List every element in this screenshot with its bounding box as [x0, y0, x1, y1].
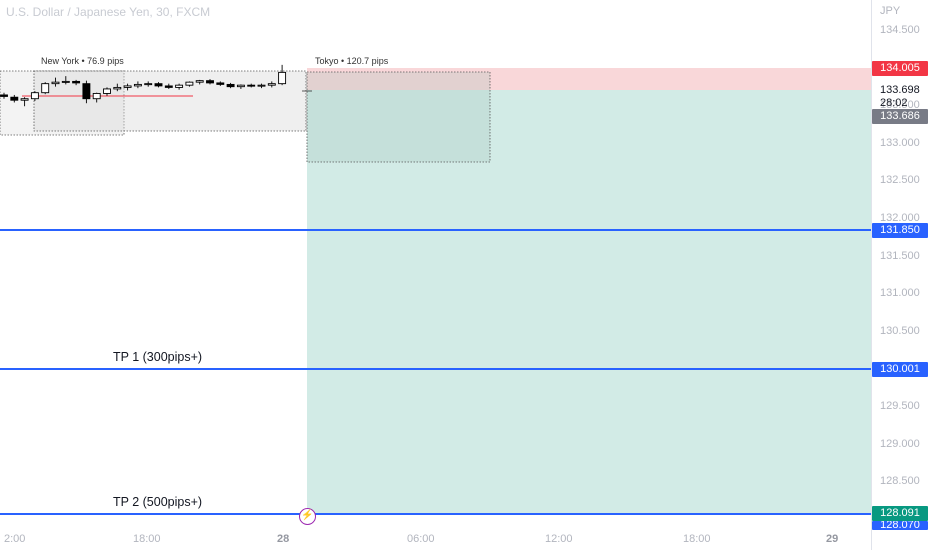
- candle-body[interactable]: [82, 83, 91, 100]
- price-tick-label: 133.500: [880, 99, 920, 112]
- candle-body[interactable]: [236, 84, 245, 88]
- countdown-label: 28:02: [880, 97, 908, 109]
- candle-body[interactable]: [154, 83, 163, 87]
- cut-price-tag: 128.070: [872, 521, 928, 530]
- price-tick-label: 132.000: [880, 212, 920, 225]
- candle-body[interactable]: [206, 80, 214, 84]
- tp2-line[interactable]: [0, 513, 872, 515]
- candles-group: [0, 64, 287, 107]
- candle-body[interactable]: [267, 83, 276, 86]
- candle-body[interactable]: [216, 82, 225, 85]
- time-tick-label: 18:00: [133, 533, 161, 545]
- stop-loss-zone[interactable]: [307, 68, 872, 90]
- time-tick-label: 2:00: [4, 533, 26, 545]
- new-york-session-label: New York • 76.9 pips: [41, 56, 124, 66]
- candle-body[interactable]: [20, 98, 29, 101]
- candle-body[interactable]: [113, 86, 122, 90]
- chart-title: U.S. Dollar / Japanese Yen, 30, FXCM: [6, 5, 211, 19]
- candle-body[interactable]: [195, 80, 204, 83]
- price-tick-label: 129.000: [880, 437, 920, 450]
- candle-body[interactable]: [144, 83, 153, 86]
- candle-body[interactable]: [247, 84, 256, 87]
- time-tick-label: 12:00: [545, 533, 573, 545]
- candle-body[interactable]: [30, 92, 39, 100]
- lightning-icon[interactable]: ⚡: [299, 508, 316, 525]
- candle-body[interactable]: [92, 92, 101, 100]
- candle-body[interactable]: [61, 80, 70, 83]
- price-tick-label: 133.000: [880, 136, 920, 149]
- price-tick-label: 128.500: [880, 475, 920, 488]
- new-york-session-high-box: [33, 70, 307, 132]
- candle-body[interactable]: [103, 88, 111, 94]
- candle-body[interactable]: [278, 71, 287, 85]
- candle-body[interactable]: [185, 81, 194, 86]
- candle-body[interactable]: [51, 81, 60, 85]
- tokyo-session-label: Tokyo • 120.7 pips: [315, 56, 389, 66]
- level-line-131850[interactable]: [0, 229, 872, 231]
- price-tick-label: 129.500: [880, 400, 920, 413]
- tp1-line[interactable]: [0, 368, 872, 370]
- candle-body[interactable]: [0, 94, 8, 97]
- candle-body[interactable]: [164, 85, 173, 88]
- time-tick-label: 29: [826, 533, 839, 545]
- currency-label: JPY: [880, 5, 901, 17]
- candle-body[interactable]: [175, 84, 184, 88]
- entry-price-tag: 133.686: [872, 109, 928, 124]
- tp1-price-tag: 130.001: [872, 362, 928, 377]
- tp2-price-tag: 128.091: [872, 506, 928, 521]
- price-tick-label: 132.500: [880, 174, 920, 187]
- time-tick-label: 28: [277, 533, 290, 545]
- last-price-label: 133.698: [880, 84, 920, 96]
- candle-body[interactable]: [123, 85, 132, 88]
- time-tick-label: 06:00: [407, 533, 435, 545]
- price-tick-label: 131.500: [880, 249, 920, 262]
- price-axis-separator: [871, 0, 872, 550]
- candle-body[interactable]: [257, 84, 266, 87]
- candle-body[interactable]: [10, 96, 19, 101]
- candle-body[interactable]: [226, 83, 235, 88]
- candle-body[interactable]: [41, 83, 50, 94]
- price-tick-label: 131.000: [880, 287, 920, 300]
- level-price-tag: 131.850: [872, 223, 928, 238]
- time-tick-label: 18:00: [683, 533, 711, 545]
- candle-body[interactable]: [133, 83, 142, 87]
- tokyo-session-box[interactable]: [306, 71, 491, 163]
- price-tick-label: 130.500: [880, 324, 920, 337]
- take-profit-zone[interactable]: [307, 90, 872, 514]
- tp2-label: TP 2 (500pips+): [113, 495, 203, 509]
- tp1-label: TP 1 (300pips+): [113, 350, 203, 364]
- candle-body[interactable]: [72, 80, 81, 84]
- stop-price-tag: 134.005: [872, 61, 928, 76]
- price-tick-label: 134.500: [880, 24, 920, 36]
